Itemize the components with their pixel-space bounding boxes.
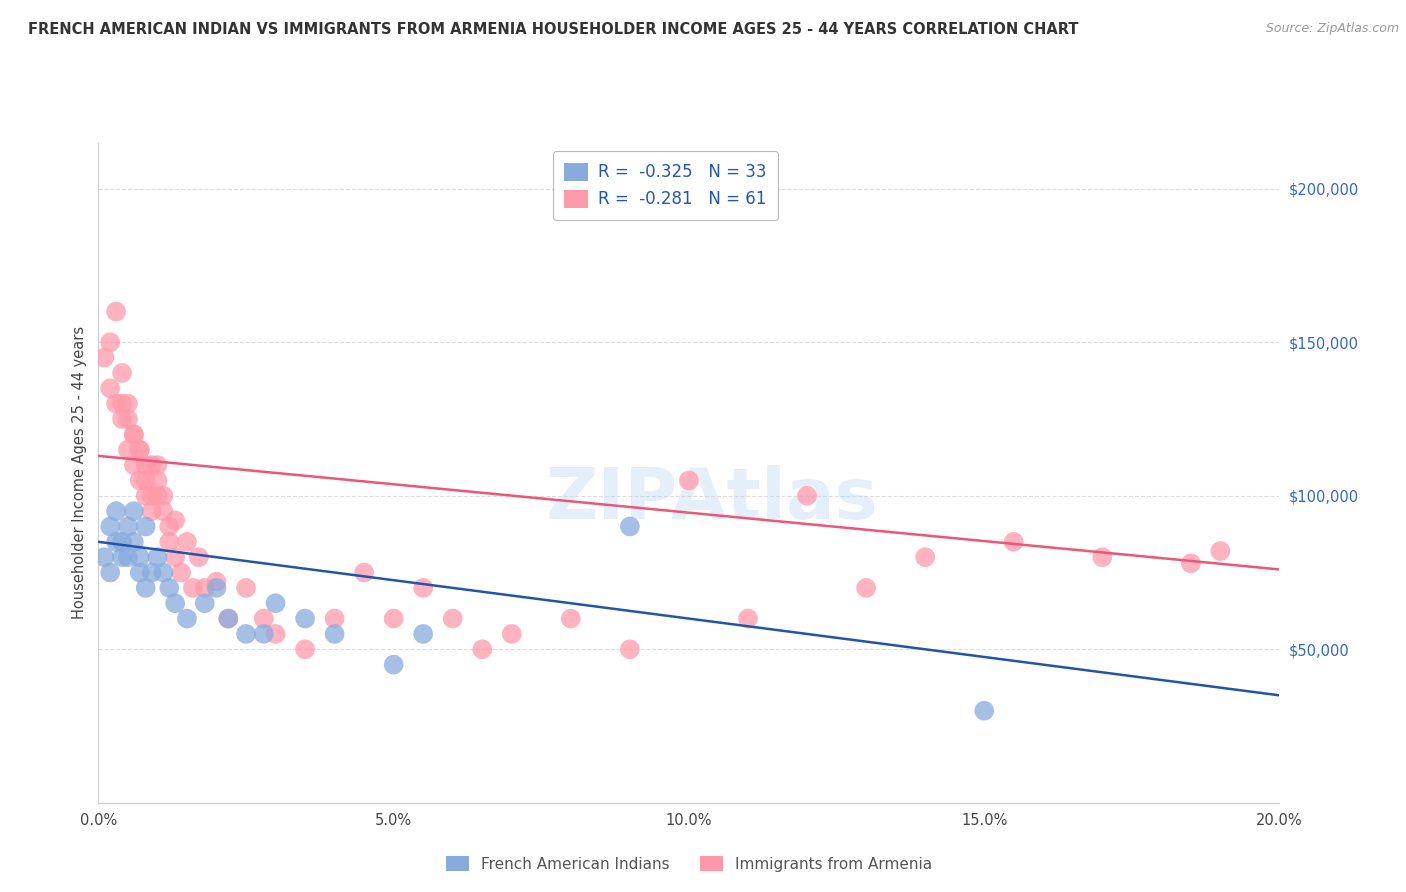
Point <box>111 412 134 426</box>
Point <box>471 642 494 657</box>
Point <box>122 427 145 442</box>
Point <box>135 458 157 472</box>
Point <box>323 611 346 625</box>
Point <box>105 504 128 518</box>
Point <box>105 304 128 318</box>
Point <box>157 534 180 549</box>
Point <box>205 574 228 589</box>
Point <box>141 566 163 580</box>
Point <box>353 566 375 580</box>
Point <box>796 489 818 503</box>
Point <box>619 519 641 533</box>
Text: Source: ZipAtlas.com: Source: ZipAtlas.com <box>1265 22 1399 36</box>
Point <box>117 397 139 411</box>
Point <box>152 566 174 580</box>
Point <box>176 534 198 549</box>
Point <box>194 596 217 610</box>
Point <box>128 442 150 457</box>
Point <box>914 550 936 565</box>
Point <box>382 657 405 672</box>
Point <box>294 642 316 657</box>
Point <box>264 627 287 641</box>
Point <box>235 627 257 641</box>
Point <box>560 611 582 625</box>
Point <box>122 458 145 472</box>
Point <box>323 627 346 641</box>
Point <box>128 474 150 488</box>
Point <box>253 627 276 641</box>
Point <box>141 489 163 503</box>
Point <box>1209 544 1232 558</box>
Point <box>135 519 157 533</box>
Point <box>111 550 134 565</box>
Point <box>1180 557 1202 571</box>
Point <box>382 611 405 625</box>
Point <box>235 581 257 595</box>
Point <box>170 566 193 580</box>
Point <box>619 642 641 657</box>
Point <box>205 581 228 595</box>
Point <box>141 458 163 472</box>
Point <box>1002 534 1025 549</box>
Point <box>253 611 276 625</box>
Point <box>855 581 877 595</box>
Point <box>135 581 157 595</box>
Legend: French American Indians, Immigrants from Armenia: French American Indians, Immigrants from… <box>436 847 942 881</box>
Point <box>93 550 115 565</box>
Point <box>111 397 134 411</box>
Point <box>98 381 121 395</box>
Point <box>135 489 157 503</box>
Point <box>176 611 198 625</box>
Text: FRENCH AMERICAN INDIAN VS IMMIGRANTS FROM ARMENIA HOUSEHOLDER INCOME AGES 25 - 4: FRENCH AMERICAN INDIAN VS IMMIGRANTS FRO… <box>28 22 1078 37</box>
Point <box>146 458 169 472</box>
Point <box>737 611 759 625</box>
Point <box>157 519 180 533</box>
Point <box>181 581 204 595</box>
Point <box>146 474 169 488</box>
Text: ZIPAtlas: ZIPAtlas <box>547 465 879 533</box>
Point <box>165 550 187 565</box>
Point <box>146 489 169 503</box>
Point <box>117 442 139 457</box>
Point <box>128 442 150 457</box>
Point <box>165 513 187 527</box>
Point <box>105 397 128 411</box>
Point <box>93 351 115 365</box>
Point <box>105 534 128 549</box>
Point <box>117 550 139 565</box>
Point <box>412 627 434 641</box>
Point <box>217 611 239 625</box>
Point <box>678 474 700 488</box>
Point <box>1091 550 1114 565</box>
Point <box>412 581 434 595</box>
Point <box>135 474 157 488</box>
Point <box>441 611 464 625</box>
Point <box>141 504 163 518</box>
Point <box>122 504 145 518</box>
Point <box>122 534 145 549</box>
Point <box>217 611 239 625</box>
Point <box>294 611 316 625</box>
Point <box>128 566 150 580</box>
Point <box>117 412 139 426</box>
Y-axis label: Householder Income Ages 25 - 44 years: Householder Income Ages 25 - 44 years <box>72 326 87 619</box>
Point <box>264 596 287 610</box>
Point <box>98 566 121 580</box>
Point <box>128 550 150 565</box>
Point <box>111 534 134 549</box>
Point <box>98 335 121 350</box>
Point <box>146 550 169 565</box>
Point <box>157 581 180 595</box>
Point <box>194 581 217 595</box>
Point <box>122 427 145 442</box>
Point <box>111 366 134 380</box>
Point <box>98 519 121 533</box>
Point <box>152 489 174 503</box>
Point <box>117 519 139 533</box>
Point <box>165 596 187 610</box>
Point <box>187 550 209 565</box>
Point <box>973 704 995 718</box>
Point <box>501 627 523 641</box>
Point <box>152 504 174 518</box>
